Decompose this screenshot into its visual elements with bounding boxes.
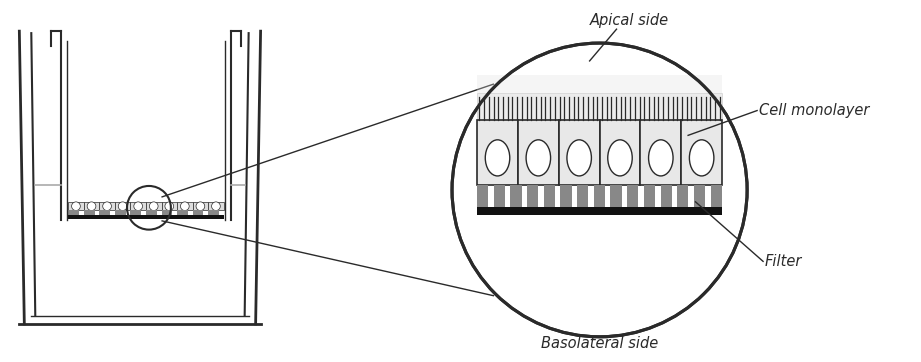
- Bar: [161, 202, 177, 210]
- Bar: [146, 210, 157, 215]
- Ellipse shape: [526, 140, 551, 176]
- Bar: [68, 210, 79, 215]
- Bar: [131, 202, 146, 210]
- Bar: [627, 185, 638, 207]
- Bar: [494, 185, 505, 207]
- Bar: [192, 202, 208, 210]
- Bar: [477, 75, 722, 93]
- Bar: [611, 185, 622, 207]
- Bar: [694, 185, 705, 207]
- Ellipse shape: [690, 140, 714, 176]
- Bar: [577, 185, 589, 207]
- Bar: [177, 202, 192, 210]
- Bar: [600, 121, 640, 185]
- Bar: [644, 185, 655, 207]
- Bar: [710, 185, 722, 207]
- Bar: [477, 185, 488, 207]
- Text: Apical side: Apical side: [590, 13, 669, 28]
- Bar: [594, 185, 605, 207]
- Bar: [208, 210, 219, 215]
- Bar: [677, 185, 688, 207]
- Bar: [84, 202, 99, 210]
- Circle shape: [149, 202, 158, 211]
- Text: Basolateral side: Basolateral side: [541, 336, 659, 351]
- Bar: [99, 210, 111, 215]
- Ellipse shape: [608, 140, 632, 176]
- Bar: [131, 210, 141, 215]
- Circle shape: [452, 43, 747, 337]
- Text: Cell monolayer: Cell monolayer: [759, 103, 869, 118]
- Bar: [477, 121, 518, 185]
- Circle shape: [196, 202, 204, 211]
- Bar: [99, 202, 115, 210]
- Bar: [559, 121, 600, 185]
- Bar: [68, 202, 84, 210]
- Bar: [660, 185, 671, 207]
- Bar: [192, 210, 204, 215]
- Bar: [115, 210, 126, 215]
- Text: Filter: Filter: [765, 254, 802, 269]
- Bar: [518, 121, 559, 185]
- Bar: [115, 202, 131, 210]
- Bar: [527, 185, 538, 207]
- Circle shape: [103, 202, 111, 211]
- Bar: [543, 185, 554, 207]
- Bar: [161, 210, 172, 215]
- Bar: [477, 207, 722, 215]
- Circle shape: [165, 202, 174, 211]
- Bar: [146, 202, 161, 210]
- Bar: [640, 121, 682, 185]
- Bar: [208, 202, 224, 210]
- Circle shape: [181, 202, 189, 211]
- Ellipse shape: [567, 140, 591, 176]
- Circle shape: [87, 202, 96, 211]
- Bar: [477, 121, 722, 185]
- Circle shape: [118, 202, 127, 211]
- Bar: [84, 210, 95, 215]
- Bar: [510, 185, 521, 207]
- Bar: [561, 185, 572, 207]
- Bar: [682, 121, 722, 185]
- Bar: [177, 210, 188, 215]
- Circle shape: [134, 202, 143, 211]
- Circle shape: [72, 202, 80, 211]
- Bar: [68, 215, 224, 219]
- Circle shape: [212, 202, 220, 211]
- Ellipse shape: [485, 140, 509, 176]
- Bar: [477, 93, 722, 121]
- Ellipse shape: [648, 140, 673, 176]
